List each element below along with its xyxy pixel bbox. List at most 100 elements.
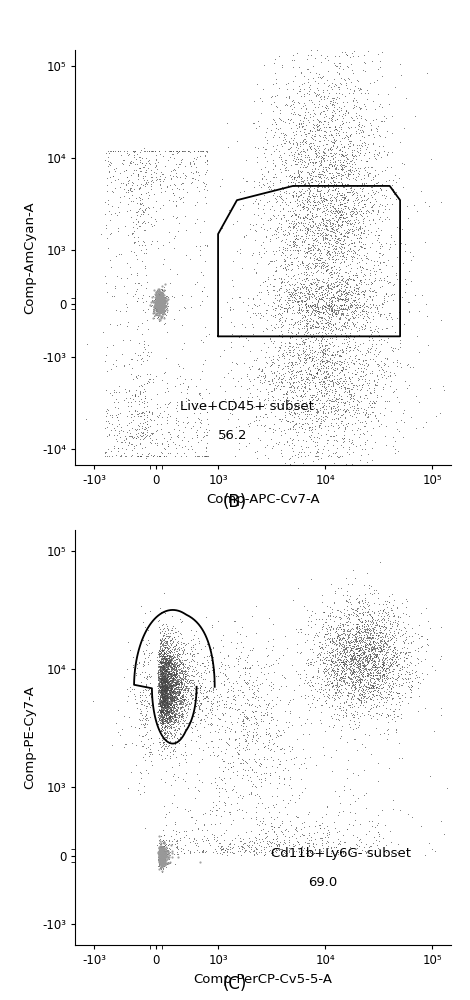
Point bbox=[150, 447, 158, 463]
Point bbox=[256, 305, 264, 321]
Point bbox=[122, 431, 130, 447]
Point bbox=[342, 656, 349, 672]
Point bbox=[140, 728, 147, 744]
Point bbox=[262, 721, 269, 737]
Point bbox=[331, 685, 338, 701]
Point bbox=[130, 143, 137, 159]
Point bbox=[157, 289, 164, 305]
Point bbox=[167, 704, 175, 720]
Point bbox=[373, 664, 380, 680]
Point bbox=[301, 334, 308, 350]
Point bbox=[152, 302, 159, 318]
Point bbox=[173, 846, 181, 862]
Point bbox=[167, 659, 175, 675]
Point bbox=[280, 842, 288, 858]
Point bbox=[202, 176, 210, 192]
Point bbox=[156, 283, 163, 299]
Point bbox=[371, 634, 379, 650]
Point bbox=[159, 699, 166, 715]
Point bbox=[361, 678, 368, 694]
Point bbox=[294, 834, 302, 850]
Point bbox=[310, 239, 318, 255]
Point bbox=[296, 183, 303, 199]
Point bbox=[387, 677, 394, 693]
Point bbox=[345, 606, 352, 622]
Point bbox=[137, 634, 144, 650]
Point bbox=[173, 662, 181, 678]
Point bbox=[172, 637, 180, 653]
Point bbox=[402, 650, 410, 666]
Point bbox=[175, 642, 183, 658]
Point bbox=[357, 674, 364, 690]
Point bbox=[338, 139, 345, 155]
Point bbox=[319, 229, 327, 245]
Point bbox=[306, 429, 313, 445]
Point bbox=[159, 734, 167, 750]
Point bbox=[338, 647, 346, 663]
Point bbox=[291, 234, 298, 250]
Point bbox=[322, 333, 330, 349]
Point bbox=[306, 362, 314, 378]
Point bbox=[290, 178, 298, 194]
Point bbox=[158, 298, 165, 314]
Point bbox=[360, 642, 367, 658]
Point bbox=[156, 850, 163, 866]
Point bbox=[269, 375, 276, 391]
Point bbox=[190, 844, 198, 860]
Point bbox=[374, 617, 381, 633]
Point bbox=[161, 302, 169, 318]
Point bbox=[321, 281, 329, 297]
Point bbox=[162, 687, 169, 703]
Point bbox=[157, 831, 164, 847]
Point bbox=[160, 664, 168, 680]
Point bbox=[325, 213, 333, 229]
Point bbox=[158, 630, 166, 646]
Point bbox=[164, 666, 171, 682]
Point bbox=[178, 689, 186, 705]
Point bbox=[166, 687, 173, 703]
Point bbox=[245, 647, 252, 663]
Point bbox=[299, 118, 306, 134]
Point bbox=[318, 373, 325, 389]
Point bbox=[156, 856, 163, 872]
Point bbox=[157, 685, 165, 701]
Point bbox=[163, 646, 170, 662]
Point bbox=[82, 411, 90, 427]
Point bbox=[355, 116, 363, 132]
Point bbox=[355, 625, 363, 641]
Point bbox=[346, 373, 354, 389]
Point bbox=[197, 678, 205, 694]
Point bbox=[158, 291, 165, 307]
Point bbox=[360, 658, 368, 674]
Point bbox=[243, 711, 251, 727]
Point bbox=[338, 160, 345, 176]
Point bbox=[329, 697, 336, 713]
Point bbox=[319, 349, 327, 365]
Point bbox=[361, 98, 369, 114]
Point bbox=[168, 689, 175, 705]
Point bbox=[159, 682, 167, 698]
Point bbox=[180, 692, 188, 708]
Point bbox=[283, 640, 290, 656]
Point bbox=[290, 170, 298, 186]
Point bbox=[163, 657, 170, 673]
Point bbox=[166, 167, 173, 183]
Point bbox=[144, 446, 152, 462]
Point bbox=[279, 397, 286, 413]
Point bbox=[300, 212, 308, 228]
Point bbox=[157, 444, 164, 460]
Point bbox=[298, 420, 306, 436]
Point bbox=[134, 417, 142, 433]
Point bbox=[228, 402, 235, 418]
Point bbox=[168, 676, 175, 692]
Point bbox=[306, 179, 313, 195]
Point bbox=[357, 382, 364, 398]
Point bbox=[290, 286, 298, 302]
Point bbox=[132, 234, 139, 250]
Point bbox=[310, 368, 318, 384]
Point bbox=[286, 813, 294, 829]
Point bbox=[360, 308, 368, 324]
Point bbox=[270, 835, 278, 851]
Point bbox=[289, 225, 297, 241]
Point bbox=[159, 287, 167, 303]
